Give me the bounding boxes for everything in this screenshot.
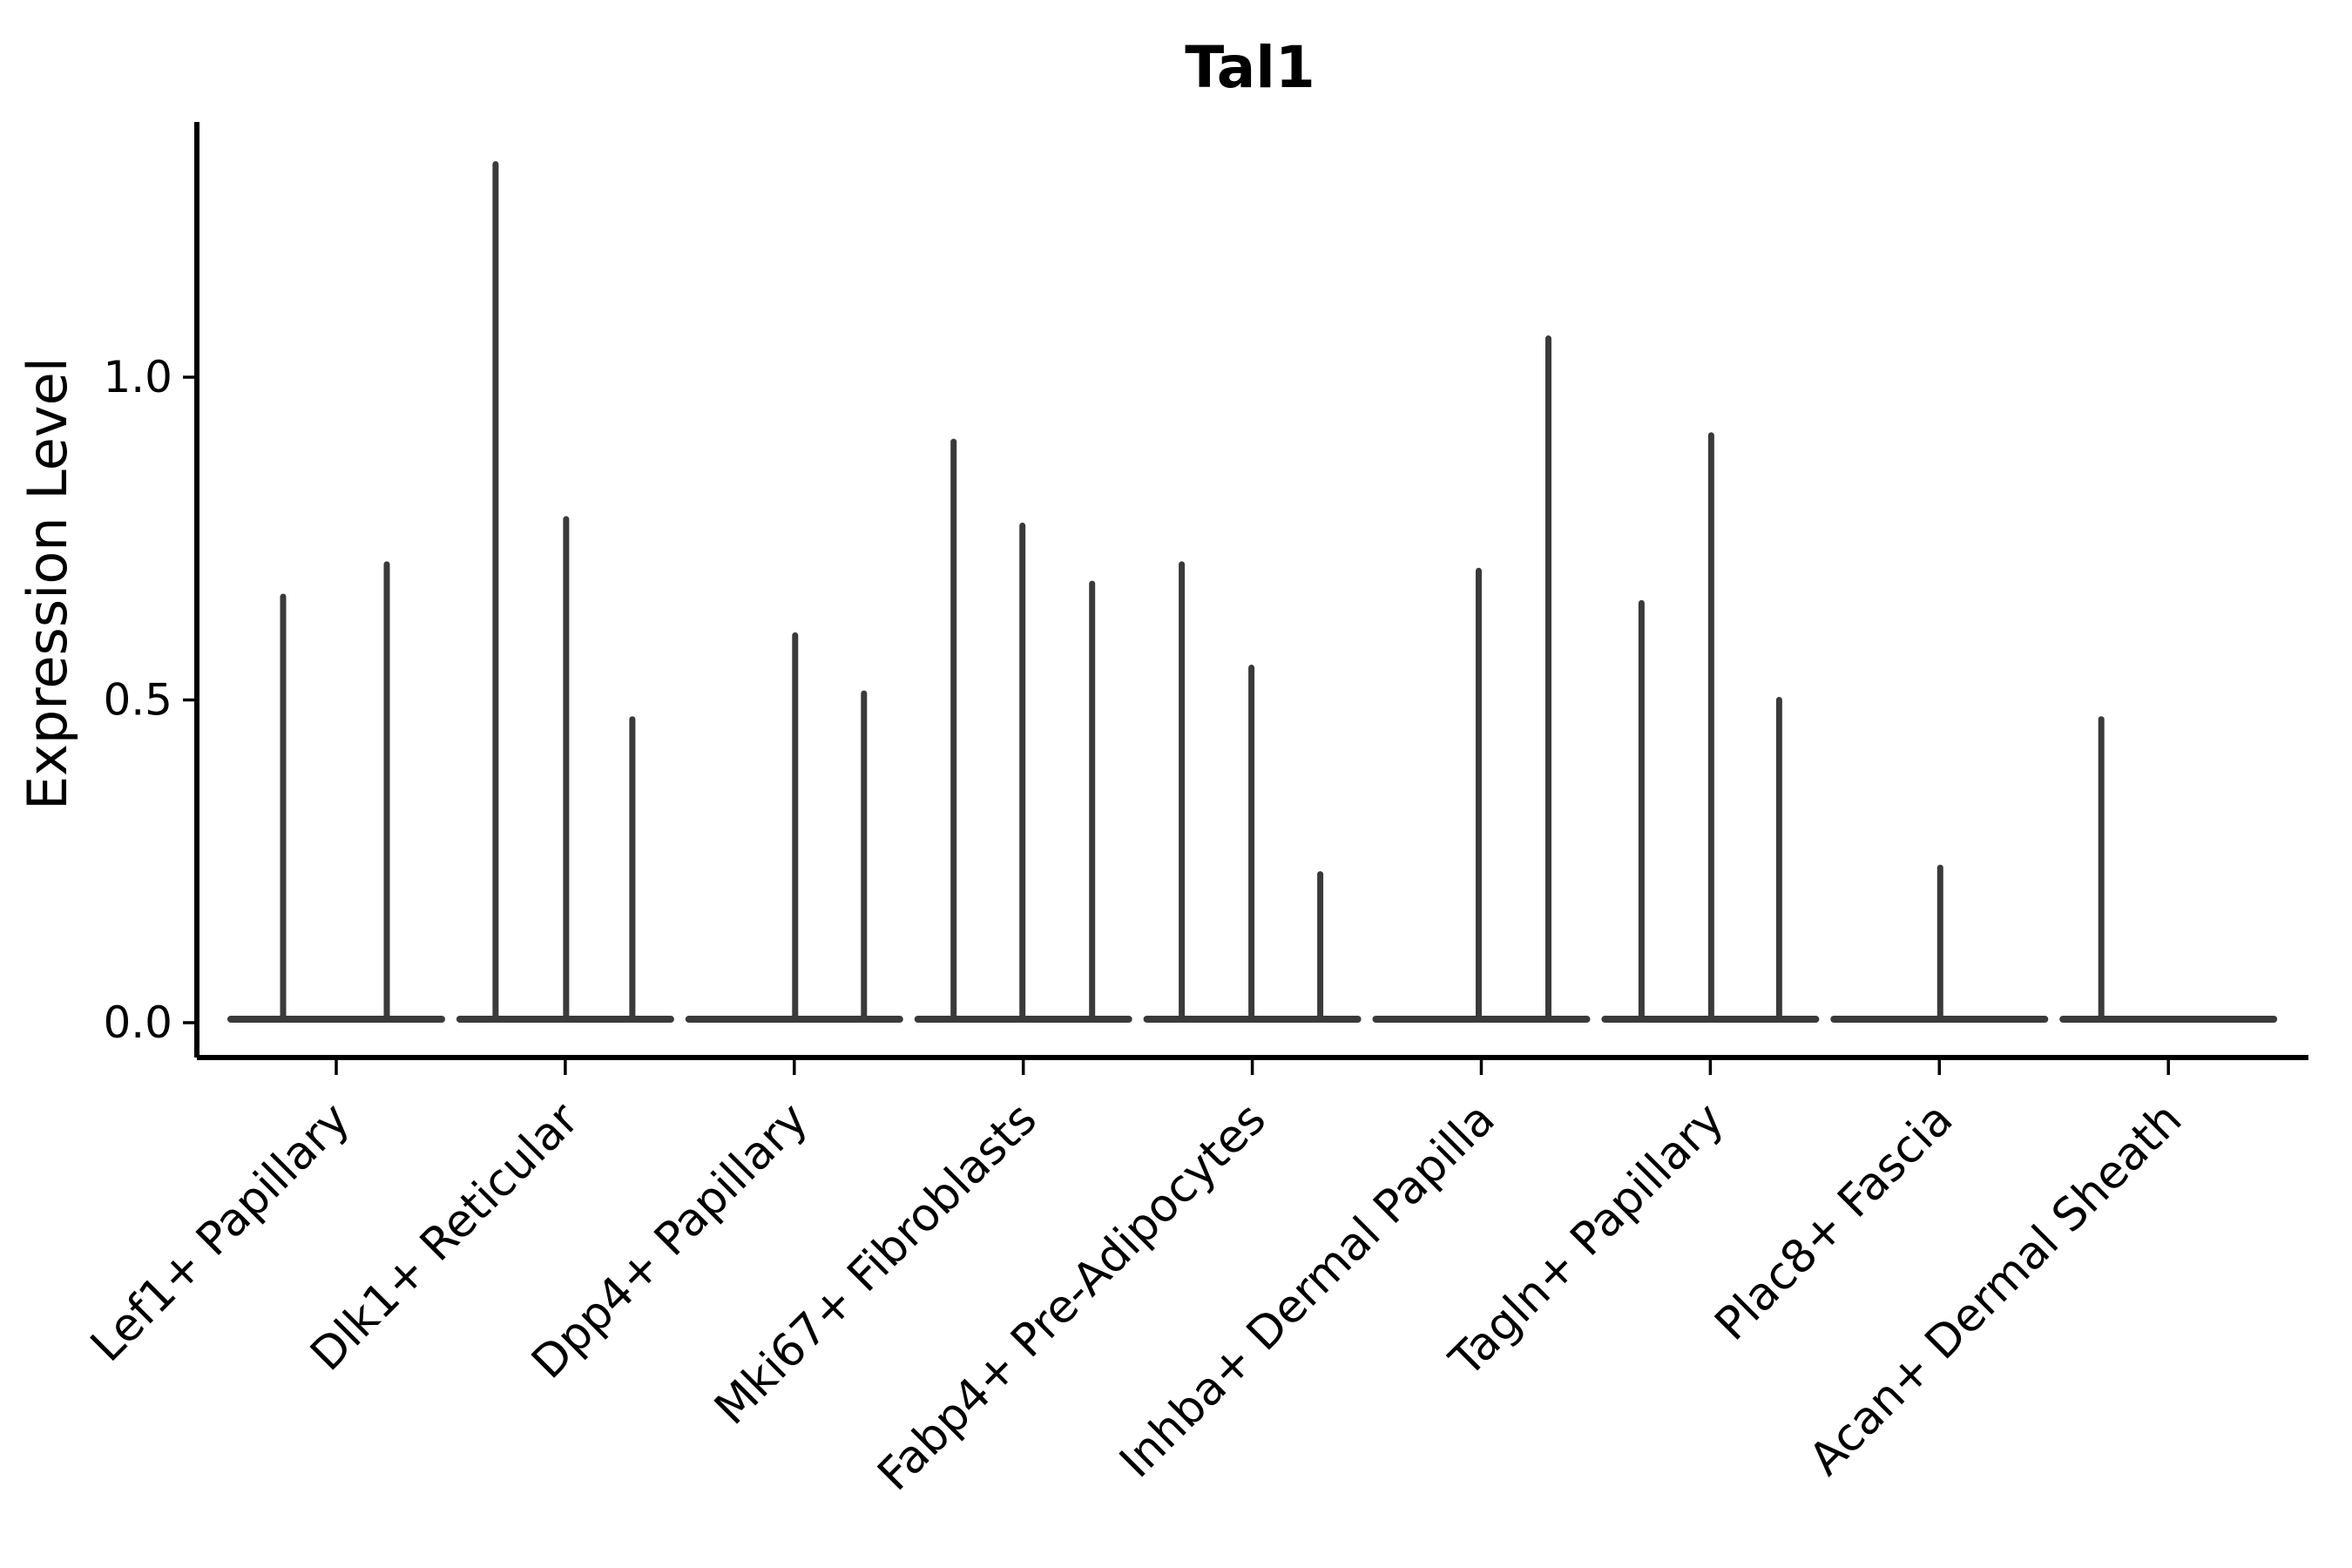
y-tick-label: 0.5 [103, 675, 172, 726]
plot-title: Tal1 [1185, 34, 1315, 101]
y-tick-label: 1.0 [103, 352, 172, 402]
y-tick-label: 0.0 [103, 997, 172, 1048]
y-axis-title: Expression Level [16, 357, 79, 810]
